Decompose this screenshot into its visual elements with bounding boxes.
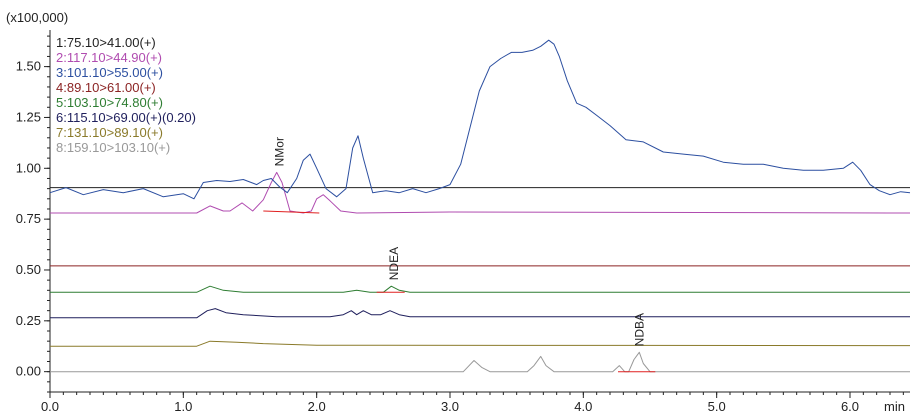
legend-entry: 6:115.10>69.00(+)(0.20) bbox=[56, 110, 196, 125]
integration-baselines bbox=[263, 210, 656, 373]
y-tick-label: 0.50 bbox=[16, 262, 41, 277]
y-tick-label: 0.00 bbox=[16, 364, 41, 379]
x-tick-label: 3.0 bbox=[441, 399, 459, 414]
series-line-6 bbox=[50, 308, 910, 319]
series-line-5 bbox=[50, 285, 910, 293]
y-multiplier-label: (x100,000) bbox=[6, 10, 68, 25]
y-ticks: 0.00 0.25 0.50 0.75 1.00 1.25 1.50 bbox=[16, 35, 50, 393]
y-tick-label: 1.25 bbox=[16, 109, 41, 124]
legend: 1:75.10>41.00(+)2:117.10>44.90(+)3:101.1… bbox=[56, 35, 196, 155]
y-tick-label: 0.75 bbox=[16, 211, 41, 226]
legend-entry: 2:117.10>44.90(+) bbox=[56, 50, 162, 65]
peak-label: NDBA bbox=[632, 313, 646, 346]
legend-entry: 1:75.10>41.00(+) bbox=[56, 35, 156, 50]
series-line-7 bbox=[50, 340, 911, 347]
legend-entry: 3:101.10>55.00(+) bbox=[56, 65, 163, 80]
legend-entry: 8:159.10>103.10(+) bbox=[56, 140, 170, 155]
y-tick-label: 1.00 bbox=[16, 160, 41, 175]
legend-entry: 7:131.10>89.10(+) bbox=[56, 125, 163, 140]
legend-entry: 5:103.10>74.80(+) bbox=[56, 95, 163, 110]
x-ticks: 0.0 1.0 2.0 3.0 4.0 5.0 6.0 bbox=[41, 392, 904, 414]
series-line-2 bbox=[50, 171, 911, 214]
axes bbox=[49, 30, 910, 393]
series-lines bbox=[49, 39, 911, 373]
peak-label: NMor bbox=[272, 137, 286, 166]
x-axis-unit-label: min bbox=[884, 399, 905, 414]
x-tick-label: 5.0 bbox=[708, 399, 726, 414]
x-tick-label: 1.0 bbox=[174, 399, 192, 414]
peak-annotations: NMor NDEA NDBA bbox=[272, 137, 646, 346]
y-tick-label: 1.50 bbox=[16, 59, 41, 74]
x-tick-label: 6.0 bbox=[841, 399, 859, 414]
series-line-3 bbox=[49, 39, 911, 200]
x-tick-label: 2.0 bbox=[308, 399, 326, 414]
x-tick-label: 0.0 bbox=[41, 399, 59, 414]
integration-baseline bbox=[263, 210, 320, 214]
x-tick-label: 4.0 bbox=[574, 399, 592, 414]
peak-label: NDEA bbox=[387, 247, 401, 280]
legend-entry: 4:89.10>61.00(+) bbox=[56, 80, 156, 95]
series-line-8 bbox=[50, 351, 910, 373]
y-tick-label: 0.25 bbox=[16, 313, 41, 328]
